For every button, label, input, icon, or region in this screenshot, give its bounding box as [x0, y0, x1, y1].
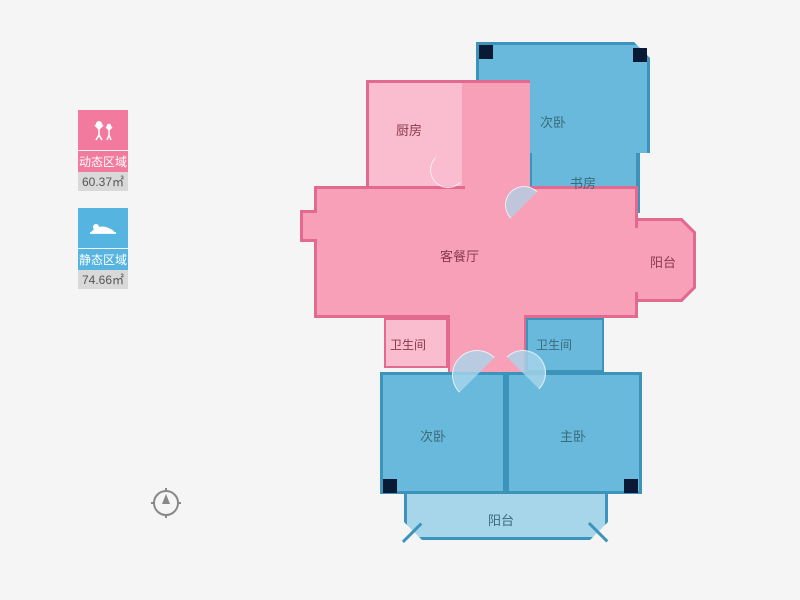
corridor-right — [638, 153, 654, 213]
room-secondary-bedroom-bottom — [380, 372, 506, 494]
room-balcony-bottom — [404, 494, 608, 540]
pillar — [633, 48, 647, 62]
wall-gap — [450, 315, 524, 319]
room-bathroom-left — [384, 318, 448, 368]
legend-static-label: 静态区域 — [78, 249, 128, 270]
pillar — [383, 479, 397, 493]
pillar — [624, 479, 638, 493]
legend-dynamic-label: 动态区域 — [78, 151, 128, 172]
room-entry-stub — [300, 210, 317, 242]
compass-icon — [153, 490, 179, 516]
people-icon — [78, 110, 128, 150]
legend-dynamic: 动态区域 60.37㎡ — [78, 110, 138, 191]
room-living-dining — [314, 186, 638, 318]
sleep-icon — [78, 208, 128, 248]
wall-gap — [635, 228, 639, 292]
room-master-bedroom — [506, 372, 642, 494]
floorplan-canvas: 动态区域 60.37㎡ 静态区域 74.66㎡ — [0, 0, 800, 600]
room-living-corridor-top — [462, 80, 530, 188]
wall-patch — [530, 186, 638, 189]
room-strip-right — [604, 318, 644, 372]
legend-static: 静态区域 74.66㎡ — [78, 208, 138, 289]
legend-static-value: 74.66㎡ — [78, 270, 128, 289]
legend-dynamic-value: 60.37㎡ — [78, 172, 128, 191]
pillar — [479, 45, 493, 59]
